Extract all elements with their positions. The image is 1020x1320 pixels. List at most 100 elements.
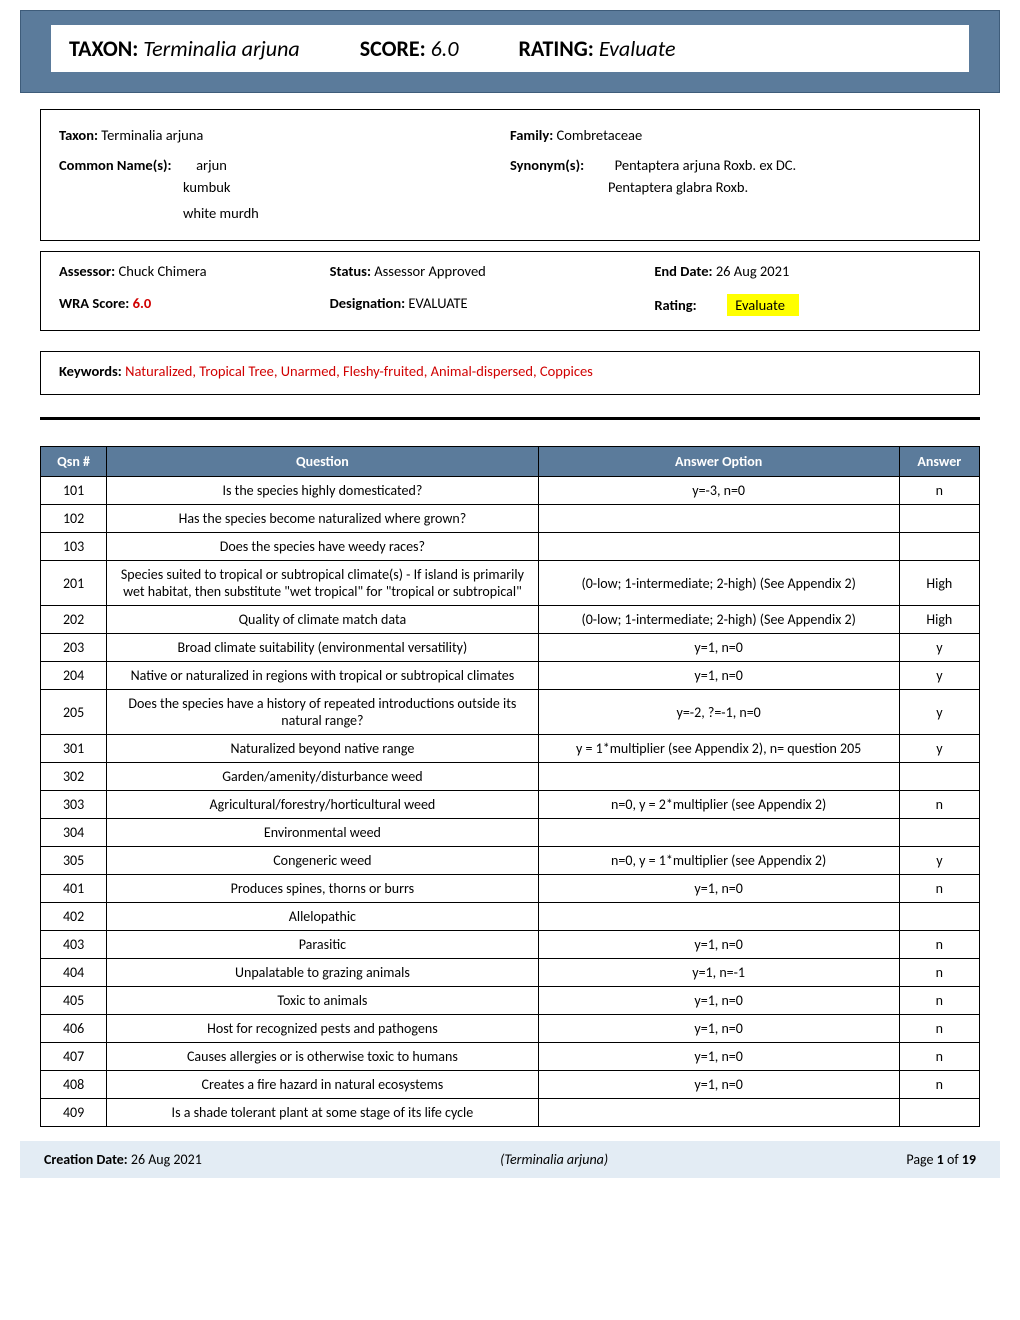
cell-answer: y: [899, 634, 979, 662]
cell-question: Garden/amenity/disturbance weed: [107, 763, 538, 791]
cell-qsn: 102: [41, 505, 107, 533]
common-2: white murdh: [183, 200, 502, 226]
cell-question: Broad climate suitability (environmental…: [107, 634, 538, 662]
rating-kv: Rating: Evaluate: [654, 294, 961, 316]
cell-qsn: 409: [41, 1099, 107, 1127]
table-row: 301Naturalized beyond native rangey = 1*…: [41, 735, 980, 763]
table-row: 202Quality of climate match data(0-low; …: [41, 606, 980, 634]
table-row: 302Garden/amenity/disturbance weed: [41, 763, 980, 791]
cell-answer: n: [899, 987, 979, 1015]
table-row: 408Creates a fire hazard in natural ecos…: [41, 1071, 980, 1099]
cell-question: Produces spines, thorns or burrs: [107, 875, 538, 903]
cell-qsn: 408: [41, 1071, 107, 1099]
cell-option: y=-2, ?=-1, n=0: [538, 690, 899, 735]
cell-option: y=-3, n=0: [538, 477, 899, 505]
score-value: 6.0: [431, 35, 459, 62]
cell-answer: [899, 533, 979, 561]
rating-value: Evaluate: [599, 35, 676, 62]
cell-answer: y: [899, 662, 979, 690]
header-inner: TAXON: Terminalia arjuna SCORE: 6.0 RATI…: [51, 25, 969, 72]
page-prefix: Page: [906, 1151, 936, 1168]
common-1: kumbuk: [183, 174, 502, 200]
cell-answer: [899, 763, 979, 791]
cell-answer: n: [899, 1043, 979, 1071]
desig-k: Designation:: [330, 294, 406, 312]
status-kv: Status: Assessor Approved: [330, 262, 655, 280]
cell-qsn: 203: [41, 634, 107, 662]
cell-option: [538, 505, 899, 533]
page-cur: 1: [937, 1151, 944, 1168]
end-v: 26 Aug 2021: [716, 262, 789, 280]
divider: [40, 417, 980, 420]
footer-creation: Creation Date: 26 Aug 2021: [44, 1151, 202, 1168]
cell-answer: n: [899, 931, 979, 959]
family-k: Family:: [510, 126, 553, 144]
cell-question: Environmental weed: [107, 819, 538, 847]
table-row: 102Has the species become naturalized wh…: [41, 505, 980, 533]
wra-v: 6.0: [133, 294, 152, 312]
desig-kv: Designation: EVALUATE: [330, 294, 655, 316]
cell-option: [538, 1099, 899, 1127]
cell-qsn: 103: [41, 533, 107, 561]
cell-answer: [899, 505, 979, 533]
cell-question: Is the species highly domesticated?: [107, 477, 538, 505]
cell-question: Naturalized beyond native range: [107, 735, 538, 763]
cell-qsn: 401: [41, 875, 107, 903]
cell-answer: n: [899, 875, 979, 903]
taxon-k: Taxon:: [59, 126, 98, 144]
table-row: 406Host for recognized pests and pathoge…: [41, 1015, 980, 1043]
table-row: 305Congeneric weedn=0, y = 1*multiplier …: [41, 847, 980, 875]
rating-label: RATING:: [519, 35, 594, 62]
cell-option: n=0, y = 2*multiplier (see Appendix 2): [538, 791, 899, 819]
header-taxon: TAXON: Terminalia arjuna: [69, 35, 300, 62]
table-row: 404Unpalatable to grazing animalsy=1, n=…: [41, 959, 980, 987]
content: Taxon: Terminalia arjuna Family: Combret…: [0, 109, 1020, 1127]
cell-option: y=1, n=0: [538, 1043, 899, 1071]
cell-question: Host for recognized pests and pathogens: [107, 1015, 538, 1043]
cell-option: y=1, n=0: [538, 1071, 899, 1099]
common-k: Common Name(s):: [59, 156, 172, 174]
cell-option: [538, 903, 899, 931]
table-row: 405Toxic to animalsy=1, n=0n: [41, 987, 980, 1015]
table-row: 201Species suited to tropical or subtrop…: [41, 561, 980, 606]
keywords-text: Naturalized, Tropical Tree, Unarmed, Fle…: [125, 362, 593, 380]
rating-k: Rating:: [654, 296, 696, 314]
keywords-label: Keywords:: [59, 362, 122, 380]
header-band: TAXON: Terminalia arjuna SCORE: 6.0 RATI…: [20, 10, 1000, 93]
footer-page: Page 1 of 19: [906, 1151, 976, 1168]
cell-option: y=1, n=0: [538, 875, 899, 903]
cell-question: Toxic to animals: [107, 987, 538, 1015]
page: TAXON: Terminalia arjuna SCORE: 6.0 RATI…: [0, 10, 1020, 1198]
cell-answer: y: [899, 690, 979, 735]
table-row: 101Is the species highly domesticated?y=…: [41, 477, 980, 505]
cell-question: Native or naturalized in regions with tr…: [107, 662, 538, 690]
cell-qsn: 101: [41, 477, 107, 505]
th-opt: Answer Option: [538, 447, 899, 477]
footer-band: Creation Date: 26 Aug 2021 (Terminalia a…: [20, 1141, 1000, 1178]
keywords-box: Keywords: Naturalized, Tropical Tree, Un…: [40, 351, 980, 395]
common-names: Common Name(s): arjun kumbuk white murdh: [59, 156, 502, 226]
cell-option: y=1, n=-1: [538, 959, 899, 987]
cell-question: Allelopathic: [107, 903, 538, 931]
cell-qsn: 302: [41, 763, 107, 791]
synonyms: Synonym(s): Pentaptera arjuna Roxb. ex D…: [510, 156, 953, 200]
common-0: arjun: [196, 156, 227, 174]
page-sep: of: [944, 1151, 962, 1168]
cell-qsn: 402: [41, 903, 107, 931]
taxon-label: TAXON:: [69, 35, 138, 62]
taxon-value: Terminalia arjuna: [143, 35, 299, 62]
creation-v: 26 Aug 2021: [131, 1151, 202, 1168]
cell-option: y = 1*multiplier (see Appendix 2), n= qu…: [538, 735, 899, 763]
cell-option: y=1, n=0: [538, 662, 899, 690]
cell-qsn: 406: [41, 1015, 107, 1043]
cell-answer: n: [899, 959, 979, 987]
status-v: Assessor Approved: [374, 262, 486, 280]
cell-answer: y: [899, 847, 979, 875]
cell-answer: [899, 1099, 979, 1127]
cell-option: y=1, n=0: [538, 634, 899, 662]
syn-0: Pentaptera arjuna Roxb. ex DC.: [615, 156, 797, 174]
th-qsn: Qsn #: [41, 447, 107, 477]
cell-qsn: 305: [41, 847, 107, 875]
cell-answer: High: [899, 606, 979, 634]
cell-qsn: 303: [41, 791, 107, 819]
